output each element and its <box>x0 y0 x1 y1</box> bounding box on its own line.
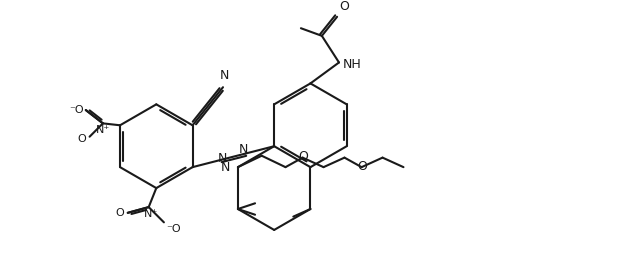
Text: NH: NH <box>343 58 362 71</box>
Text: O: O <box>358 160 367 173</box>
Text: O: O <box>115 208 124 218</box>
Text: N⁺: N⁺ <box>96 125 110 135</box>
Text: N: N <box>218 152 226 165</box>
Text: O: O <box>299 150 309 163</box>
Text: ⁻O: ⁻O <box>166 224 181 234</box>
Text: N: N <box>239 143 248 156</box>
Text: O: O <box>77 133 85 144</box>
Text: N: N <box>220 69 230 83</box>
Text: N: N <box>221 161 230 174</box>
Text: N⁺: N⁺ <box>144 209 158 219</box>
Text: ⁻O: ⁻O <box>70 105 84 115</box>
Text: O: O <box>339 0 349 13</box>
